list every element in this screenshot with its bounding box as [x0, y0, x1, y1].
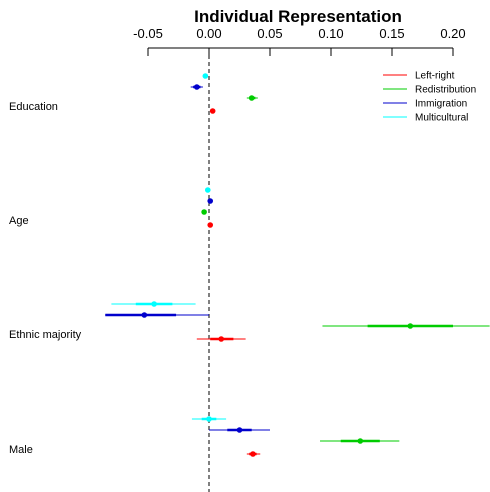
x-tick-label: -0.05	[133, 26, 163, 41]
chart-title: Individual Representation	[194, 7, 402, 26]
x-tick-label: 0.20	[440, 26, 465, 41]
legend-label: Left-right	[415, 71, 455, 82]
point-estimate	[141, 312, 148, 318]
series-multicultural	[111, 73, 227, 422]
legend-label: Immigration	[415, 99, 467, 110]
x-axis: -0.05 0.00 0.05 0.10 0.15 0.20	[133, 26, 466, 56]
point-estimate	[207, 222, 214, 228]
point-estimate	[248, 95, 255, 101]
point-estimate	[206, 416, 212, 422]
point-estimate	[250, 451, 256, 457]
point-estimate	[236, 427, 243, 433]
point-estimate	[204, 187, 211, 193]
legend-label: Redistribution	[415, 85, 476, 96]
series-redistribution	[201, 95, 490, 444]
point-estimate	[201, 209, 207, 215]
x-tick-label: 0.00	[196, 26, 221, 41]
x-tick-label: 0.15	[379, 26, 404, 41]
data-series	[105, 73, 490, 457]
category-label: Male	[9, 444, 33, 456]
point-estimate	[407, 323, 414, 329]
point-estimate	[194, 84, 200, 90]
point-estimate	[202, 73, 209, 79]
category-labels: Education Age Ethnic majority Male	[9, 101, 82, 456]
x-tick-label: 0.05	[257, 26, 282, 41]
legend: Left-right Redistribution Immigration Multi…	[383, 71, 476, 124]
point-estimate	[207, 198, 214, 204]
category-label: Education	[9, 101, 58, 113]
series-left-right	[196, 108, 261, 457]
series-immigration	[105, 84, 270, 433]
category-label: Ethnic majority	[9, 329, 82, 341]
x-tick-label: 0.10	[318, 26, 343, 41]
point-estimate	[218, 336, 224, 342]
point-estimate	[209, 108, 216, 114]
legend-label: Multicultural	[415, 113, 468, 124]
point-estimate	[151, 301, 157, 307]
category-label: Age	[9, 215, 29, 227]
point-estimate	[357, 438, 364, 444]
